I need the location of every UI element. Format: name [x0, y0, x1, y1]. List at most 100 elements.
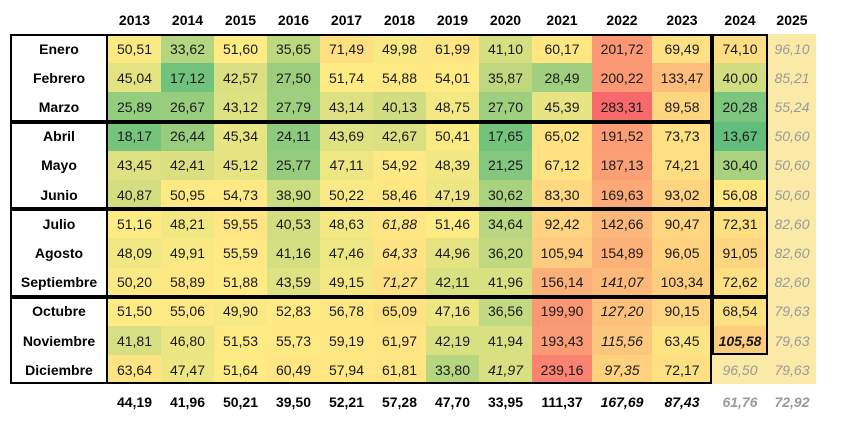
- data-cell: 60,49: [267, 355, 320, 385]
- annual-average: 111,37: [541, 394, 583, 410]
- annual-average: 47,70: [434, 394, 471, 410]
- data-cell: 50,60: [768, 121, 816, 151]
- data-cell: 35,87: [479, 63, 532, 93]
- data-cell: 82,60: [768, 238, 816, 268]
- data-cell: 89,58: [652, 92, 712, 122]
- annual-average: 72,92: [774, 394, 810, 410]
- data-cell: 50,41: [426, 121, 479, 151]
- data-cell: 47,19: [426, 180, 479, 210]
- data-cell: 72,31: [712, 209, 768, 239]
- year-header: 2024: [724, 12, 756, 28]
- annual-average: 167,69: [600, 394, 644, 410]
- data-cell: 41,81: [108, 326, 161, 356]
- data-cell: 58,89: [161, 267, 214, 297]
- data-cell: 50,20: [108, 267, 161, 297]
- data-cell: 49,91: [161, 238, 214, 268]
- data-cell: 71,49: [320, 34, 373, 64]
- data-cell: 54,01: [426, 63, 479, 93]
- data-cell: 103,34: [652, 267, 712, 297]
- data-cell: 27,79: [267, 92, 320, 122]
- data-cell: 55,24: [768, 92, 816, 122]
- data-cell: 127,20: [592, 296, 652, 326]
- month-label: Octubre: [32, 303, 86, 320]
- data-cell: 63,64: [108, 355, 161, 385]
- data-cell: 42,57: [214, 63, 267, 93]
- annual-average: 50,21: [222, 394, 259, 410]
- data-cell: 41,10: [479, 34, 532, 64]
- data-cell: 45,04: [108, 63, 161, 93]
- data-cell: 169,63: [592, 180, 652, 210]
- data-cell: 41,96: [479, 267, 532, 297]
- data-cell: 79,63: [768, 326, 816, 356]
- data-cell: 90,47: [652, 209, 712, 239]
- data-cell: 51,60: [214, 34, 267, 64]
- data-cell: 27,50: [267, 63, 320, 93]
- month-label: Junio: [40, 186, 78, 203]
- data-cell: 20,28: [712, 92, 768, 122]
- data-cell: 50,95: [161, 180, 214, 210]
- month-label: Agosto: [34, 244, 84, 261]
- data-cell: 72,17: [652, 355, 712, 385]
- data-cell: 43,69: [320, 121, 373, 151]
- data-cell: 54,92: [373, 150, 426, 180]
- data-cell: 96,05: [652, 238, 712, 268]
- data-cell: 17,12: [161, 63, 214, 93]
- data-cell: 71,27: [373, 267, 426, 297]
- data-cell: 51,74: [320, 63, 373, 93]
- data-cell: 93,02: [652, 180, 712, 210]
- data-cell: 200,22: [592, 63, 652, 93]
- data-cell: 283,31: [592, 92, 652, 122]
- annual-average: 39,50: [275, 394, 312, 410]
- data-cell: 48,21: [161, 209, 214, 239]
- data-cell: 239,16: [532, 355, 592, 385]
- year-header: 2015: [224, 12, 257, 28]
- data-cell: 25,77: [267, 150, 320, 180]
- data-cell: 79,63: [768, 355, 816, 385]
- data-cell: 26,67: [161, 92, 214, 122]
- data-cell: 30,62: [479, 180, 532, 210]
- data-cell: 42,11: [426, 267, 479, 297]
- data-cell: 21,25: [479, 150, 532, 180]
- data-cell: 65,02: [532, 121, 592, 151]
- year-header: 2021: [546, 12, 578, 28]
- data-cell: 63,45: [652, 326, 712, 356]
- month-label: Julio: [42, 215, 76, 232]
- data-cell: 96,50: [712, 355, 768, 385]
- data-cell: 50,51: [108, 34, 161, 64]
- data-cell: 43,14: [320, 92, 373, 122]
- data-cell: 41,94: [479, 326, 532, 356]
- year-header: 2022: [606, 12, 638, 28]
- data-cell: 156,14: [532, 267, 592, 297]
- data-cell: 74,10: [712, 34, 768, 64]
- month-label: Diciembre: [25, 361, 93, 378]
- data-cell: 48,63: [320, 209, 373, 239]
- data-cell: 68,54: [712, 296, 768, 326]
- data-cell: 45,34: [214, 121, 267, 151]
- data-cell: 50,60: [768, 180, 816, 210]
- year-header: 2018: [383, 12, 416, 28]
- data-cell: 154,89: [592, 238, 652, 268]
- data-cell: 49,15: [320, 267, 373, 297]
- data-cell: 57,94: [320, 355, 373, 385]
- year-header: 2025: [776, 12, 808, 28]
- data-cell: 47,11: [320, 150, 373, 180]
- year-header: 2014: [171, 12, 204, 28]
- annual-average: 33,95: [487, 394, 524, 410]
- month-label: Enero: [39, 40, 79, 57]
- year-header: 2013: [118, 12, 151, 28]
- data-cell: 61,97: [373, 326, 426, 356]
- data-cell: 42,19: [426, 326, 479, 356]
- month-label: Septiembre: [20, 274, 98, 291]
- data-cell: 40,53: [267, 209, 320, 239]
- data-cell: 48,75: [426, 92, 479, 122]
- data-cell: 51,88: [214, 267, 267, 297]
- data-cell: 33,80: [426, 355, 479, 385]
- data-cell: 25,89: [108, 92, 161, 122]
- data-cell: 199,90: [532, 296, 592, 326]
- data-cell: 13,67: [712, 121, 768, 151]
- data-cell: 97,35: [592, 355, 652, 385]
- data-cell: 67,12: [532, 150, 592, 180]
- data-cell: 61,81: [373, 355, 426, 385]
- data-cell: 193,43: [532, 326, 592, 356]
- data-cell: 74,21: [652, 150, 712, 180]
